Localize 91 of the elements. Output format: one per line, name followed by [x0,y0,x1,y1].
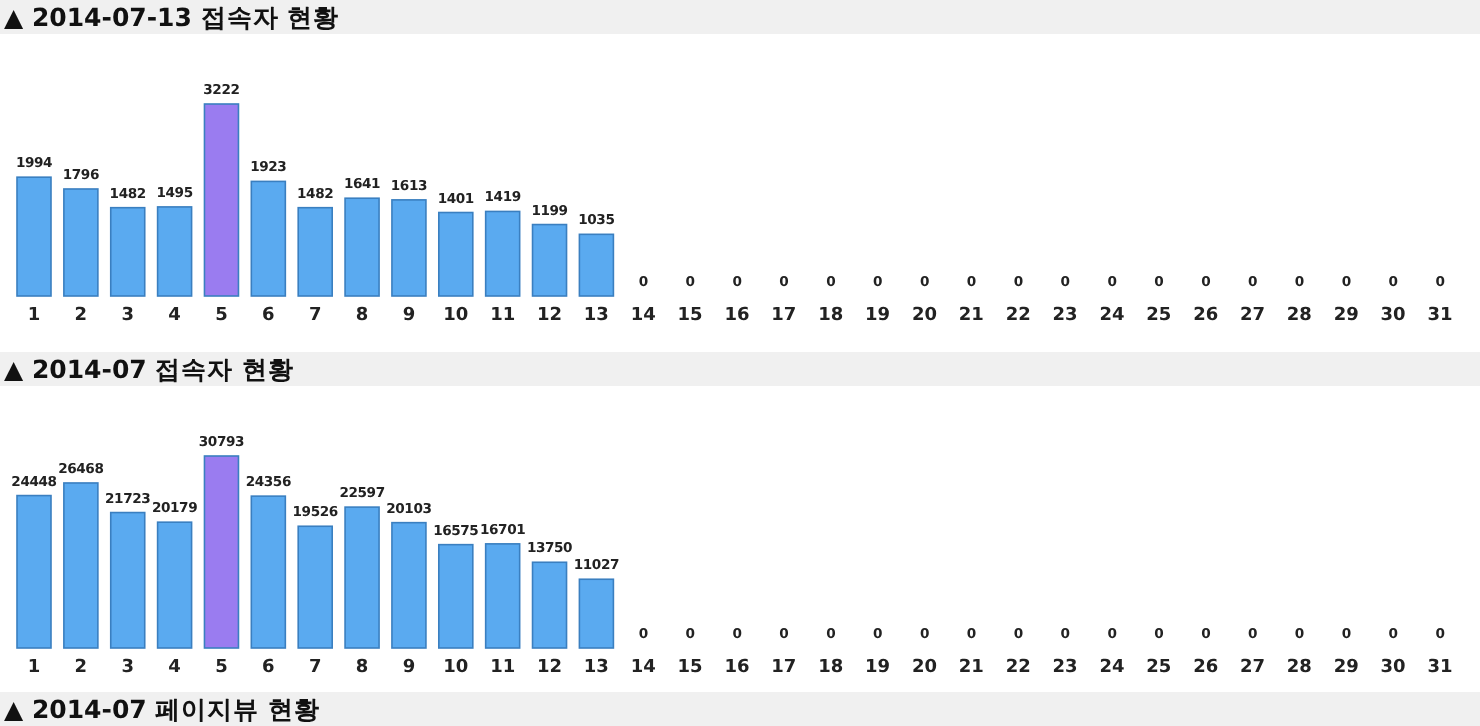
bar [484,543,521,649]
text: ▲ 2014-07 페이지뷰 현황 [4,694,321,724]
bar [484,210,521,297]
x-tick-label: 17 [771,658,797,678]
bar [438,211,474,297]
x-tick-label: 31 [1427,658,1453,678]
x-tick-label: 5 [215,658,228,678]
x-tick-label: 25 [1146,658,1172,678]
bar [250,495,287,649]
bar [578,578,615,649]
bar [156,521,193,649]
x-tick-label: 22 [1005,658,1031,678]
x-tick-label: 18 [818,306,844,326]
x-tick-label: 9 [402,306,416,326]
x-tick-label: 29 [1333,658,1359,678]
x-tick-label: 3 [121,306,134,326]
x-tick-label: 15 [677,658,703,678]
bar [344,197,380,297]
x-tick-label: 11 [490,306,516,326]
x-tick-label: 20 [911,658,937,678]
bar [109,206,146,297]
x-tick-label: 14 [630,306,656,326]
x-tick-label: 24 [1099,306,1125,326]
bar [203,103,240,297]
x-tick-label: 4 [168,658,181,678]
x-tick-label: 22 [1005,306,1031,326]
x-tick-label: 8 [355,658,369,678]
x-tick-label: 11 [490,658,516,678]
bar [297,525,333,649]
x-tick-label: 15 [677,306,703,326]
x-tick-label: 10 [443,658,469,678]
x-tick-label: 28 [1286,658,1312,678]
x-tick-label: 27 [1240,306,1266,326]
x-tick-label: 6 [262,306,275,326]
x-tick-label: 1 [27,306,41,326]
x-tick-label: 30 [1380,658,1406,678]
bar [16,494,52,649]
x-tick-label: 31 [1427,306,1453,326]
bar [250,180,287,297]
x-tick-label: 5 [215,306,228,326]
x-tick-label: 29 [1333,306,1359,326]
x-tick-label: 20 [911,306,937,326]
x-tick-label: 7 [308,306,322,326]
x-tick-label: 26 [1193,658,1219,678]
x-tick-label: 13 [583,658,609,678]
x-tick-label: 27 [1240,658,1266,678]
x-tick-label: 19 [865,658,891,678]
bar [297,206,333,297]
x-tick-label: 16 [724,658,750,678]
x-tick-label: 10 [443,306,469,326]
chart-title: ▲ 2014-07-13 접속자 현황 [4,2,340,32]
bar [531,561,568,649]
x-tick-label: 6 [262,658,275,678]
bar [438,543,474,649]
bar [109,511,146,649]
x-tick-label: 16 [724,306,750,326]
x-tick-label: 21 [958,306,984,326]
bar [16,176,52,297]
x-tick-label: 23 [1052,658,1078,678]
x-tick-label: 25 [1146,306,1172,326]
bar [156,206,193,297]
bar [344,506,380,649]
x-tick-label: 17 [771,306,797,326]
bar [578,233,615,297]
x-tick-label: 21 [958,658,984,678]
x-tick-label: 28 [1286,306,1312,326]
bar [63,188,99,297]
bar [203,455,240,649]
x-tick-label: 8 [355,306,369,326]
x-tick-label: 4 [168,306,181,326]
x-tick-label: 7 [308,658,322,678]
x-tick-label: 1 [27,658,41,678]
bar [391,199,427,297]
bar [63,482,99,649]
x-tick-label: 30 [1380,306,1406,326]
x-tick-label: 2 [74,658,88,678]
bar [531,223,568,297]
x-tick-label: 18 [818,658,844,678]
x-tick-label: 13 [583,306,609,326]
x-tick-label: 2 [74,306,88,326]
x-tick-label: 12 [537,306,563,326]
x-tick-label: 23 [1052,306,1078,326]
x-tick-label: 19 [865,306,891,326]
x-tick-label: 9 [402,658,416,678]
x-tick-label: 24 [1099,658,1125,678]
bar [391,521,427,649]
x-tick-label: 26 [1193,306,1219,326]
x-tick-label: 12 [537,658,563,678]
x-tick-label: 14 [630,658,656,678]
chart-title: ▲ 2014-07 접속자 현황 [4,354,295,384]
x-tick-label: 3 [121,658,134,678]
